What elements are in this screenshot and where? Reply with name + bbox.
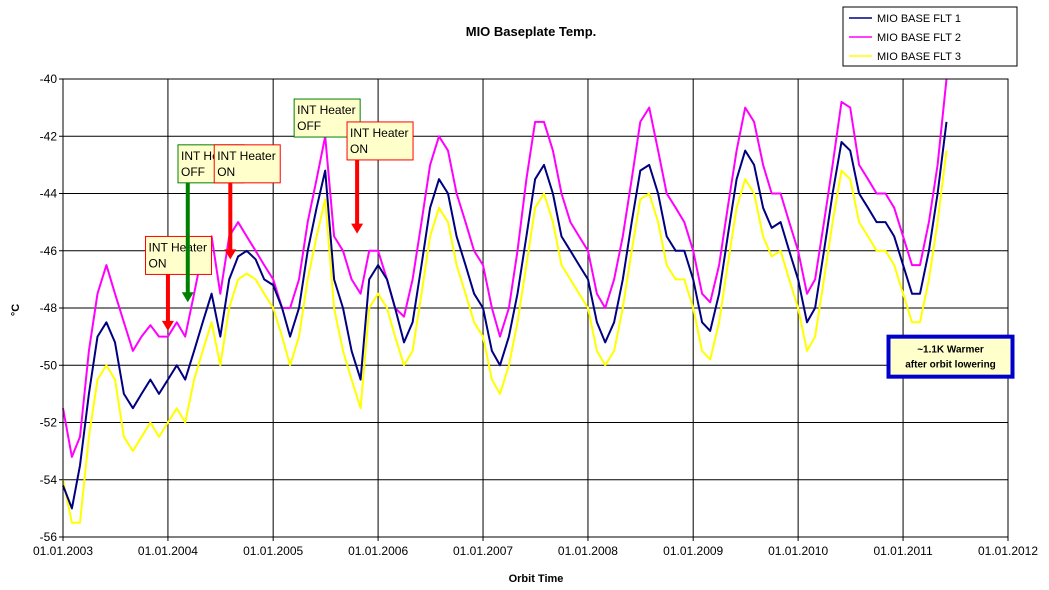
note-text: after orbit lowering xyxy=(905,360,996,371)
series-line-flt-3 xyxy=(62,150,948,524)
legend-label-flt-2: MIO BASE FLT 2 xyxy=(877,32,961,44)
annotation-arrow-head xyxy=(161,320,174,331)
y-tick-label: -46 xyxy=(40,244,58,258)
note-text: ~1.1K Warmer xyxy=(917,345,984,356)
x-tick-label: 01.01.2004 xyxy=(138,544,198,558)
y-tick-label: -40 xyxy=(40,72,58,86)
y-tick-label: -52 xyxy=(40,416,58,430)
annotation-text: ON xyxy=(149,256,167,270)
annotation-text: INT Heater xyxy=(350,126,408,140)
plot-frame xyxy=(62,78,1009,538)
x-tick-label: 01.01.2011 xyxy=(873,544,932,558)
y-tick-label: -54 xyxy=(40,473,58,487)
x-tick-label: 01.01.2005 xyxy=(243,544,303,558)
annotation-text: INT Heater xyxy=(149,240,207,254)
y-axis-ticks: -56 -54 -52 -50 -48 -46 -44 -42 -40 xyxy=(40,72,63,544)
x-tick-label: 01.01.2007 xyxy=(453,544,513,558)
legend-label-flt-3: MIO BASE FLT 3 xyxy=(877,51,961,63)
annotations: INT Heater ON INT Heater OFF INT Heater ON INT… xyxy=(145,98,1015,379)
chart-title: MIO Baseplate Temp. xyxy=(466,24,597,39)
x-tick-label: 01.01.2010 xyxy=(768,544,828,558)
annotation-text: OFF xyxy=(297,119,321,133)
y-tick-label: -48 xyxy=(40,301,58,315)
y-axis-title: °C xyxy=(10,304,22,316)
y-tick-label: -44 xyxy=(40,187,58,201)
x-tick-label: 01.01.2012 xyxy=(978,544,1038,558)
annotation-text: OFF xyxy=(181,165,205,179)
annotation-text: ON xyxy=(350,142,368,156)
annotation-text: INT Heater xyxy=(217,149,275,163)
x-tick-label: 01.01.2008 xyxy=(558,544,618,558)
annotation-text: INT Heater xyxy=(297,103,355,117)
annotation-arrow-head xyxy=(351,223,364,234)
annotation-arrow-head xyxy=(224,249,237,260)
annotation-box xyxy=(346,121,414,161)
y-tick-label: -56 xyxy=(40,530,58,544)
annotation-arrow-head xyxy=(181,292,194,303)
note-box xyxy=(886,334,1015,379)
x-axis-ticks: 01.01.2003 01.01.2004 01.01.2005 01.01.2006… xyxy=(33,537,1038,558)
x-tick-label: 01.01.2006 xyxy=(348,544,408,558)
annotation-text: ON xyxy=(217,165,235,179)
y-tick-label: -50 xyxy=(40,358,58,372)
x-tick-label: 01.01.2003 xyxy=(33,544,93,558)
annotation-box xyxy=(145,235,213,275)
x-axis-title: Orbit Time xyxy=(509,573,564,585)
x-tick-label: 01.01.2009 xyxy=(663,544,723,558)
series-line-flt-1 xyxy=(62,121,948,510)
y-tick-label: -42 xyxy=(40,129,58,143)
legend-label-flt-1: MIO BASE FLT 1 xyxy=(877,13,961,25)
legend: MIO BASE FLT 1 MIO BASE FLT 2 MIO BASE FLT… xyxy=(842,6,1018,67)
annotation-box xyxy=(213,144,281,184)
